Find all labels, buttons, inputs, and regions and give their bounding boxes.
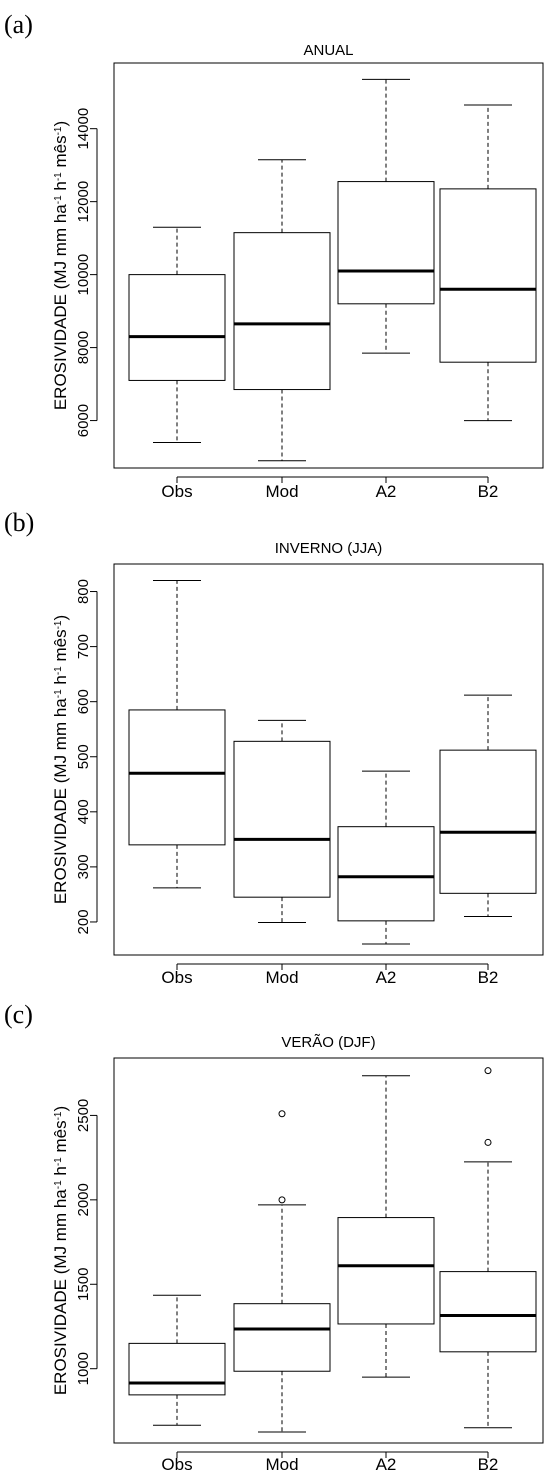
y-axis-label: EROSIVIDADE (MJ mm ha-1 h-1 mês-1): [51, 615, 70, 904]
box-a2: [337, 770, 435, 945]
x-tick-label: B2: [478, 1455, 499, 1474]
chart-panel-1: (b) INVERNO (JJA) 200 300 400 500 600 700 800 ERO…: [4, 508, 544, 987]
box-mod: [233, 1110, 331, 1433]
iqr-box: [128, 274, 226, 381]
panel-label: (c): [4, 1000, 33, 1029]
box-mod: [233, 159, 331, 462]
x-tick-label: A2: [376, 482, 397, 501]
iqr-box: [233, 1303, 331, 1372]
y-tick-label: 2500: [75, 1099, 92, 1132]
x-tick-label: Obs: [161, 968, 192, 987]
iqr-box: [128, 1342, 226, 1396]
y-tick-label: 600: [75, 689, 92, 714]
box-obs: [128, 1294, 226, 1426]
iqr-box: [439, 188, 537, 363]
chart-title: INVERNO (JJA): [275, 540, 383, 557]
y-tick-label: 12000: [75, 181, 92, 223]
iqr-box: [233, 232, 331, 391]
y-tick-label: 8000: [75, 331, 92, 364]
box-a2: [337, 1075, 435, 1378]
y-axis-label: EROSIVIDADE (MJ mm ha-1 h-1 mês-1): [51, 121, 70, 410]
x-tick-label: Obs: [161, 1455, 192, 1474]
x-tick-label: Mod: [265, 968, 298, 987]
chart-title: ANUAL: [303, 42, 353, 59]
iqr-box: [337, 1217, 435, 1325]
chart-panel-2: (c) VERÃO (DJF) 1000 1500 2000 2500 EROSIVIDAD…: [4, 1000, 544, 1474]
y-tick-label: 14000: [75, 108, 92, 150]
box-obs: [128, 226, 226, 443]
x-tick-label: Mod: [265, 1455, 298, 1474]
x-tick-label: A2: [376, 1455, 397, 1474]
y-tick-label: 6000: [75, 404, 92, 437]
box-a2: [337, 78, 435, 354]
x-tick-label: B2: [478, 968, 499, 987]
outlier-point: [278, 1196, 286, 1204]
y-axis-label: EROSIVIDADE (MJ mm ha-1 h-1 mês-1): [51, 1106, 70, 1395]
panel-label: (b): [4, 508, 34, 537]
chart-title: VERÃO (DJF): [281, 1034, 375, 1051]
x-tick-label: Obs: [161, 482, 192, 501]
y-tick-label: 1000: [75, 1352, 92, 1385]
x-tick-label: B2: [478, 482, 499, 501]
panel-label: (a): [4, 10, 33, 39]
box-b2: [439, 694, 537, 917]
x-tick-label: A2: [376, 968, 397, 987]
iqr-box: [439, 1271, 537, 1353]
box-obs: [128, 580, 226, 889]
outlier-point: [278, 1110, 286, 1118]
box-b2: [439, 104, 537, 422]
outlier-point: [484, 1138, 492, 1146]
x-tick-label: Mod: [265, 482, 298, 501]
y-tick-label: 700: [75, 634, 92, 659]
iqr-box: [128, 709, 226, 846]
y-tick-label: 1500: [75, 1268, 92, 1301]
y-tick-label: 200: [75, 909, 92, 934]
y-tick-label: 800: [75, 579, 92, 604]
iqr-box: [337, 826, 435, 922]
iqr-box: [439, 749, 537, 894]
plot-frame: [113, 563, 544, 956]
y-tick-label: 2000: [75, 1183, 92, 1216]
y-tick-label: 500: [75, 744, 92, 769]
chart-panel-0: (a) ANUAL 6000 8000 10000 12000 14000 EROSIVIDA…: [4, 10, 544, 501]
iqr-box: [337, 181, 435, 305]
box-mod: [233, 719, 331, 924]
plot-frame: [113, 1057, 544, 1444]
outlier-point: [484, 1067, 492, 1075]
iqr-box: [233, 740, 331, 898]
y-tick-label: 300: [75, 854, 92, 879]
plot-frame: [113, 62, 544, 469]
y-tick-label: 400: [75, 799, 92, 824]
y-tick-label: 10000: [75, 254, 92, 296]
box-b2: [439, 1067, 537, 1429]
